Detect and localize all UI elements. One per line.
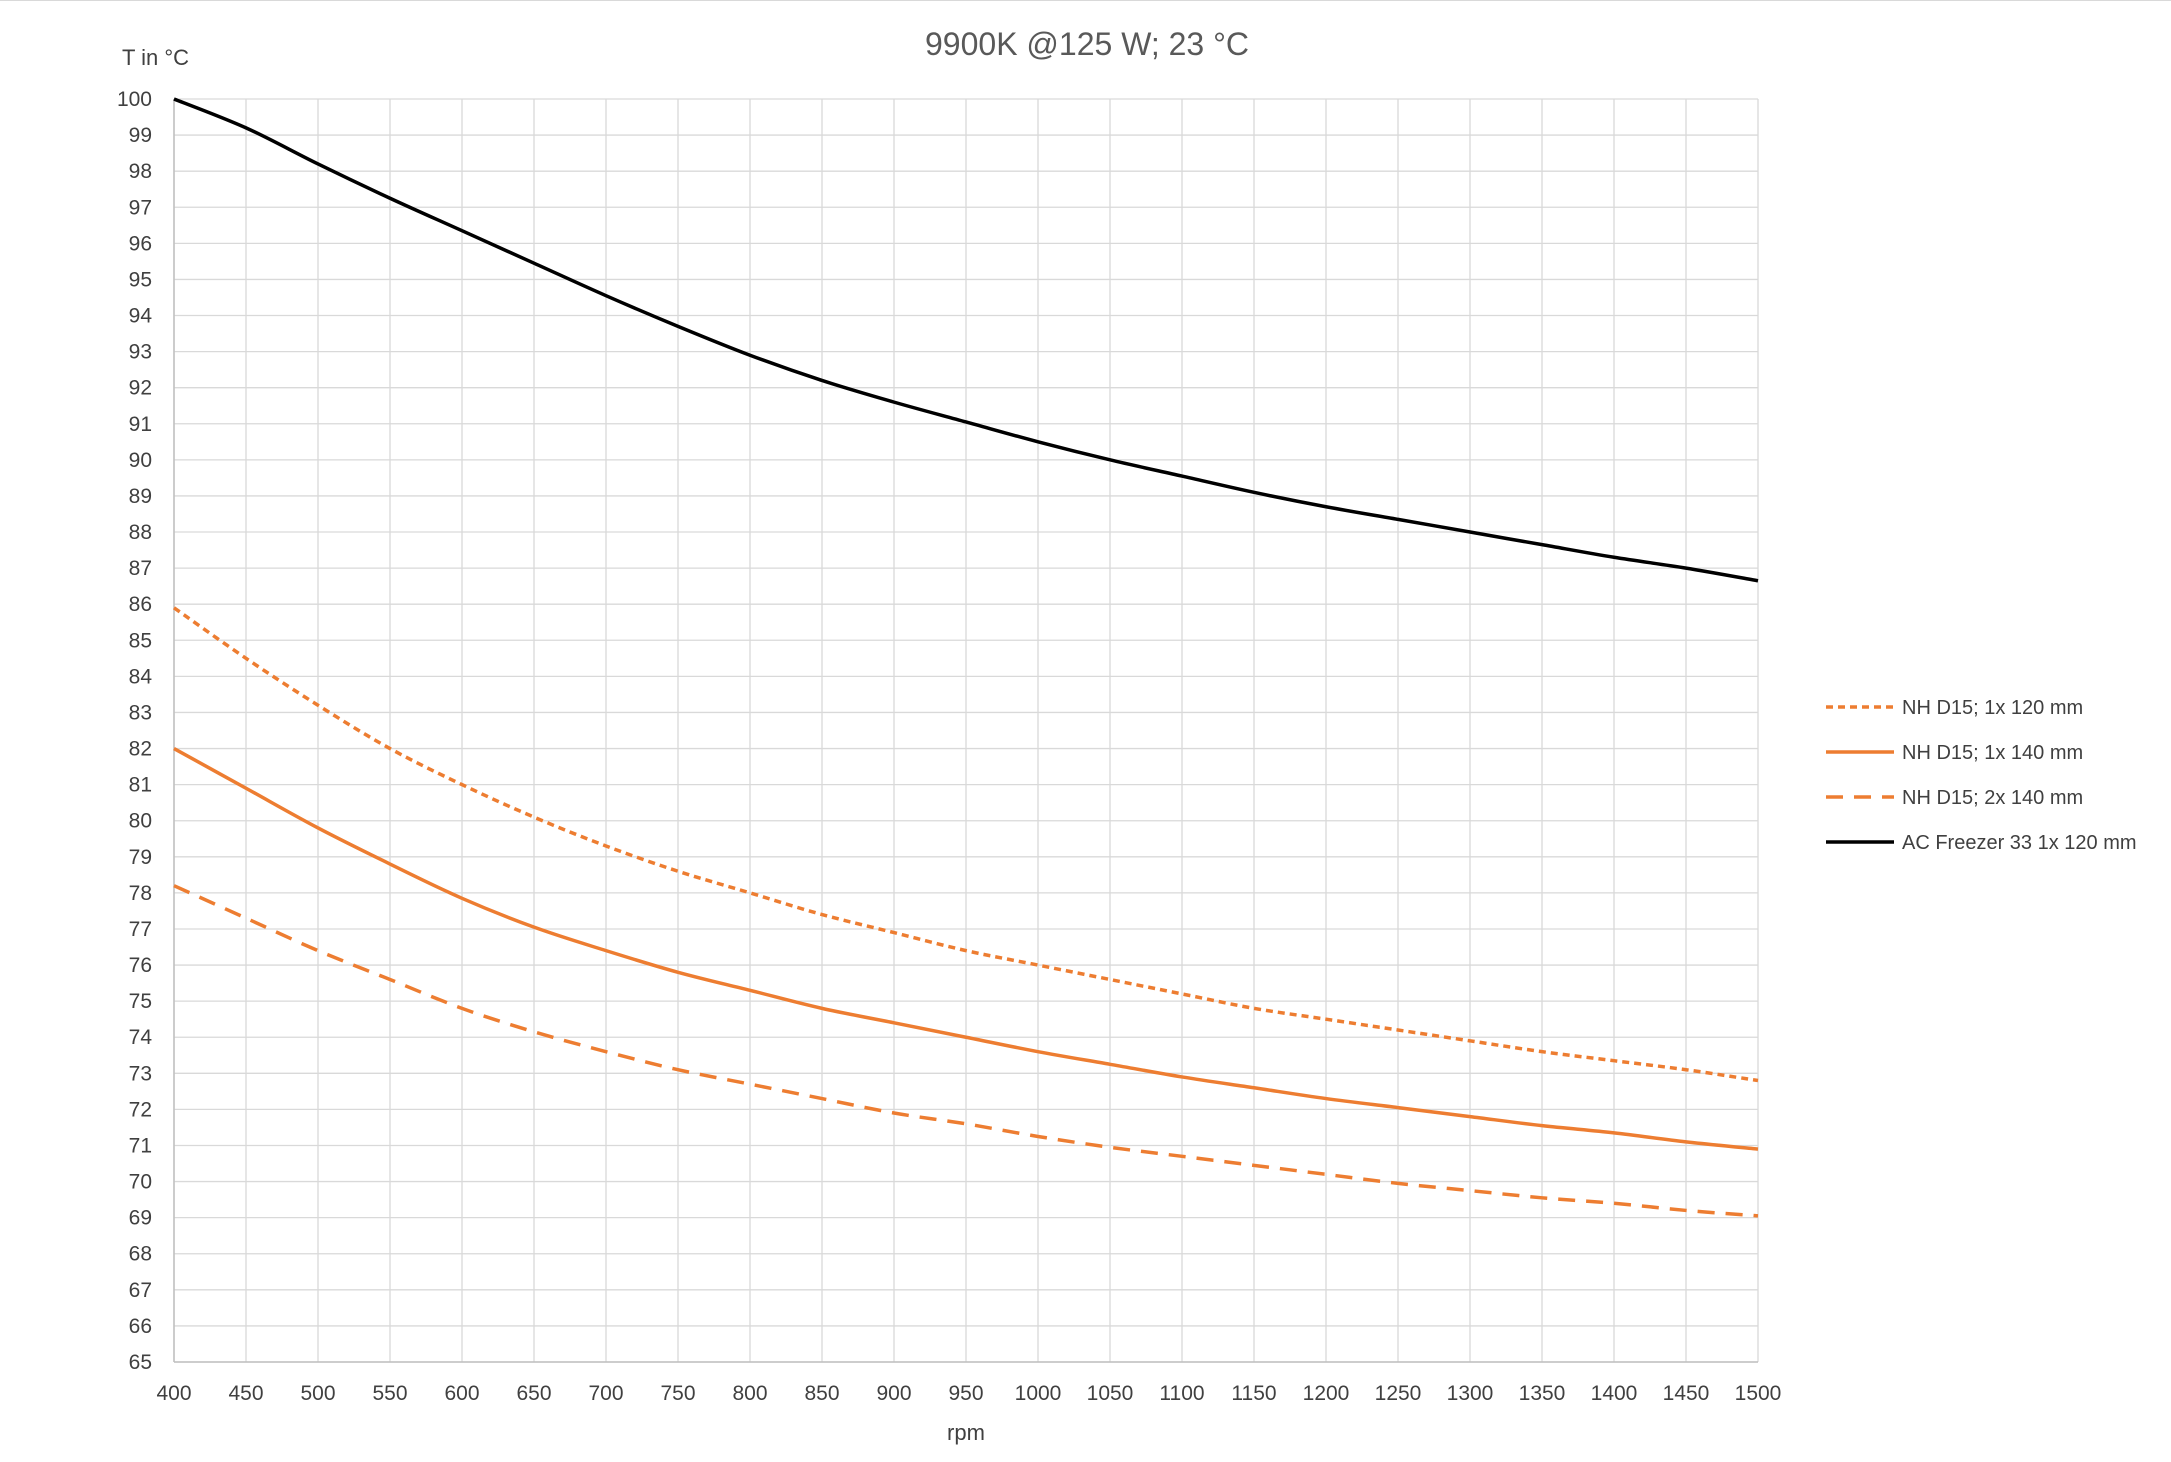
x-tick-labels: 400 450 500 550 600 650 700 750 800 850 900 950 1000… [156, 1382, 1781, 1405]
x-tick-label: 1250 [1375, 1382, 1422, 1405]
series-line-3 [173, 97, 1759, 583]
x-tick-label: 450 [228, 1382, 263, 1405]
y-axis-title: T in °C [122, 45, 189, 70]
y-tick-label: 65 [129, 1351, 152, 1374]
y-tick-label: 80 [129, 810, 152, 833]
legend-label: NH D15; 2x 140 mm [1902, 787, 2083, 809]
x-tick-label: 500 [300, 1382, 335, 1405]
y-tick-label: 74 [129, 1026, 153, 1049]
y-tick-label: 83 [129, 701, 152, 724]
y-tick-labels: 65 66 67 68 69 70 71 72 73 74 75 76 77 78 79 80 81 82 83 84… [117, 88, 152, 1374]
x-tick-label: 850 [804, 1382, 839, 1405]
y-tick-label: 69 [129, 1207, 152, 1230]
y-tick-label: 93 [129, 341, 152, 364]
y-tick-label: 68 [129, 1243, 152, 1266]
legend: NH D15; 1x 120 mm NH D15; 1x 140 mm NH D15… [1826, 697, 2137, 854]
series-lines [172, 97, 1759, 1218]
y-tick-label: 89 [129, 485, 152, 508]
y-tick-label: 67 [129, 1279, 152, 1302]
y-tick-label: 100 [117, 88, 152, 111]
y-tick-label: 86 [129, 593, 152, 616]
y-tick-label: 71 [129, 1134, 152, 1157]
x-tick-label: 650 [516, 1382, 551, 1405]
y-tick-label: 85 [129, 629, 152, 652]
x-tick-label: 1500 [1735, 1382, 1782, 1405]
y-tick-label: 66 [129, 1315, 152, 1338]
y-tick-label: 82 [129, 738, 152, 761]
y-tick-label: 78 [129, 882, 152, 905]
x-tick-label: 550 [372, 1382, 407, 1405]
x-tick-label: 900 [876, 1382, 911, 1405]
y-tick-label: 73 [129, 1062, 152, 1085]
y-tick-label: 81 [129, 774, 152, 797]
y-tick-label: 87 [129, 557, 152, 580]
y-tick-label: 72 [129, 1098, 152, 1121]
x-tick-label: 1350 [1519, 1382, 1566, 1405]
y-tick-label: 77 [129, 918, 152, 941]
legend-label: AC Freezer 33 1x 120 mm [1902, 832, 2137, 854]
y-tick-label: 75 [129, 990, 152, 1013]
x-tick-label: 800 [732, 1382, 767, 1405]
legend-label: NH D15; 1x 140 mm [1902, 742, 2083, 764]
x-tick-label: 700 [588, 1382, 623, 1405]
x-tick-label: 750 [660, 1382, 695, 1405]
x-tick-label: 1000 [1015, 1382, 1062, 1405]
y-tick-label: 98 [129, 160, 152, 183]
y-tick-label: 96 [129, 232, 152, 255]
x-tick-label: 600 [444, 1382, 479, 1405]
legend-label: NH D15; 1x 120 mm [1902, 697, 2083, 719]
y-tick-label: 70 [129, 1171, 152, 1194]
x-tick-label: 1400 [1591, 1382, 1638, 1405]
x-tick-label: 400 [156, 1382, 191, 1405]
y-tick-label: 90 [129, 449, 152, 472]
top-border [0, 0, 2171, 1]
x-tick-label: 950 [948, 1382, 983, 1405]
x-tick-label: 1300 [1447, 1382, 1494, 1405]
x-tick-label: 1050 [1087, 1382, 1134, 1405]
gridlines [173, 98, 1759, 1363]
x-tick-label: 1200 [1303, 1382, 1350, 1405]
series-line-1 [173, 747, 1759, 1151]
series-line-0 [172, 606, 1759, 1083]
y-tick-label: 88 [129, 521, 152, 544]
y-tick-label: 76 [129, 954, 152, 977]
y-tick-label: 79 [129, 846, 152, 869]
y-tick-label: 99 [129, 124, 152, 147]
series-line-2 [173, 884, 1759, 1218]
x-tick-label: 1100 [1159, 1382, 1204, 1405]
x-axis-title: rpm [947, 1420, 985, 1445]
y-tick-label: 97 [129, 196, 152, 219]
x-tick-label: 1150 [1231, 1382, 1276, 1405]
y-tick-label: 92 [129, 377, 152, 400]
y-tick-label: 84 [129, 665, 153, 688]
y-tick-label: 91 [129, 413, 152, 436]
y-tick-label: 95 [129, 268, 152, 291]
chart-title: 9900K @125 W; 23 °C [925, 26, 1249, 62]
y-tick-label: 94 [129, 305, 153, 328]
x-tick-label: 1450 [1663, 1382, 1710, 1405]
